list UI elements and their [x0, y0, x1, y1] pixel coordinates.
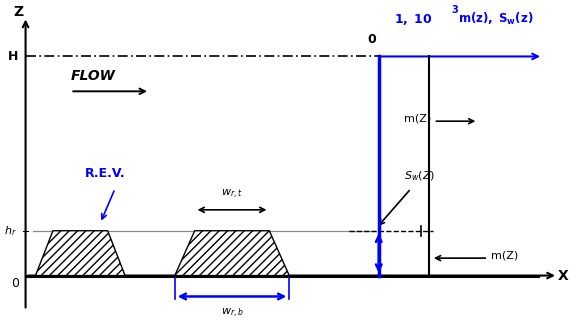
Text: $h_r$: $h_r$ [5, 224, 17, 238]
Text: X: X [557, 268, 568, 283]
Text: $\mathbf{3}$: $\mathbf{3}$ [451, 3, 459, 15]
Text: H: H [8, 50, 18, 63]
Text: $w_{r,b}$: $w_{r,b}$ [221, 306, 243, 320]
Text: R.E.V.: R.E.V. [86, 167, 126, 180]
Text: Z: Z [13, 5, 23, 19]
Polygon shape [175, 231, 289, 276]
Text: $\mathbf{1,\ 10}$: $\mathbf{1,\ 10}$ [394, 12, 433, 27]
Text: m(Z): m(Z) [404, 114, 431, 124]
Text: m(Z): m(Z) [491, 251, 518, 261]
Text: FLOW: FLOW [70, 69, 115, 83]
Text: 0: 0 [11, 277, 19, 290]
Text: $\mathbf{m(z),\ S_w(z)}$: $\mathbf{m(z),\ S_w(z)}$ [458, 11, 534, 27]
Text: $S_w(Z)$: $S_w(Z)$ [404, 170, 435, 183]
Text: 0: 0 [367, 33, 376, 46]
Polygon shape [35, 231, 125, 276]
Text: $w_{r,t}$: $w_{r,t}$ [221, 188, 243, 201]
